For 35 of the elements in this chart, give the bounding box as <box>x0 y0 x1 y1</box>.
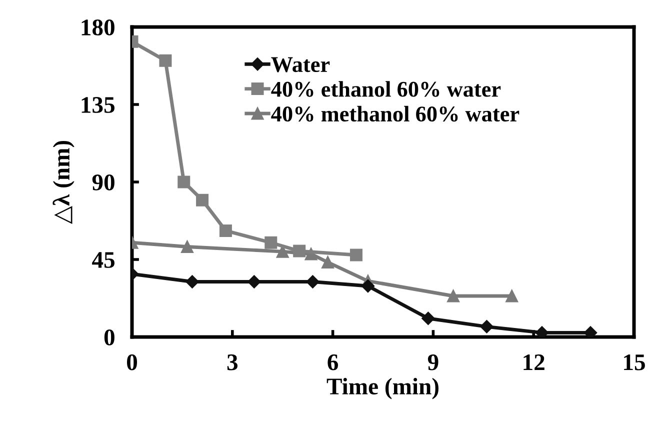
x-tick-label: 12 <box>524 354 544 370</box>
x-tick-label: 6 <box>328 354 338 370</box>
legend-label: Water <box>271 57 330 72</box>
point <box>293 244 306 258</box>
point <box>178 176 190 188</box>
point <box>584 326 598 337</box>
legend-label: 40% methanol 60% water <box>271 106 520 122</box>
point <box>248 275 261 288</box>
point <box>422 312 435 325</box>
y-tick-label: 45 <box>92 252 114 268</box>
point <box>506 290 518 302</box>
x-tick-label: 3 <box>227 354 238 370</box>
x-axis-title: Time (min) <box>326 378 438 400</box>
point <box>322 256 334 269</box>
x-tick-label: 15 <box>624 354 645 370</box>
y-tick-label: 135 <box>82 97 114 113</box>
point <box>196 194 209 206</box>
point <box>219 224 232 237</box>
x-tick-label: 9 <box>428 354 438 370</box>
y-tick-label: 180 <box>82 19 114 36</box>
point <box>447 290 460 302</box>
x-tick-label: 0 <box>126 354 138 370</box>
y-axis-title: △λ (nm) <box>52 140 74 224</box>
y-tick-label: 90 <box>92 174 114 190</box>
point <box>180 240 194 254</box>
point <box>350 248 362 262</box>
point <box>480 320 494 334</box>
point <box>306 275 320 288</box>
point <box>535 326 549 337</box>
point <box>264 236 278 249</box>
y-tick-label: 0 <box>104 329 114 346</box>
point <box>159 54 172 67</box>
legend-label: 40% ethanol 60% water <box>271 81 501 97</box>
point <box>361 279 375 293</box>
point <box>186 275 199 288</box>
